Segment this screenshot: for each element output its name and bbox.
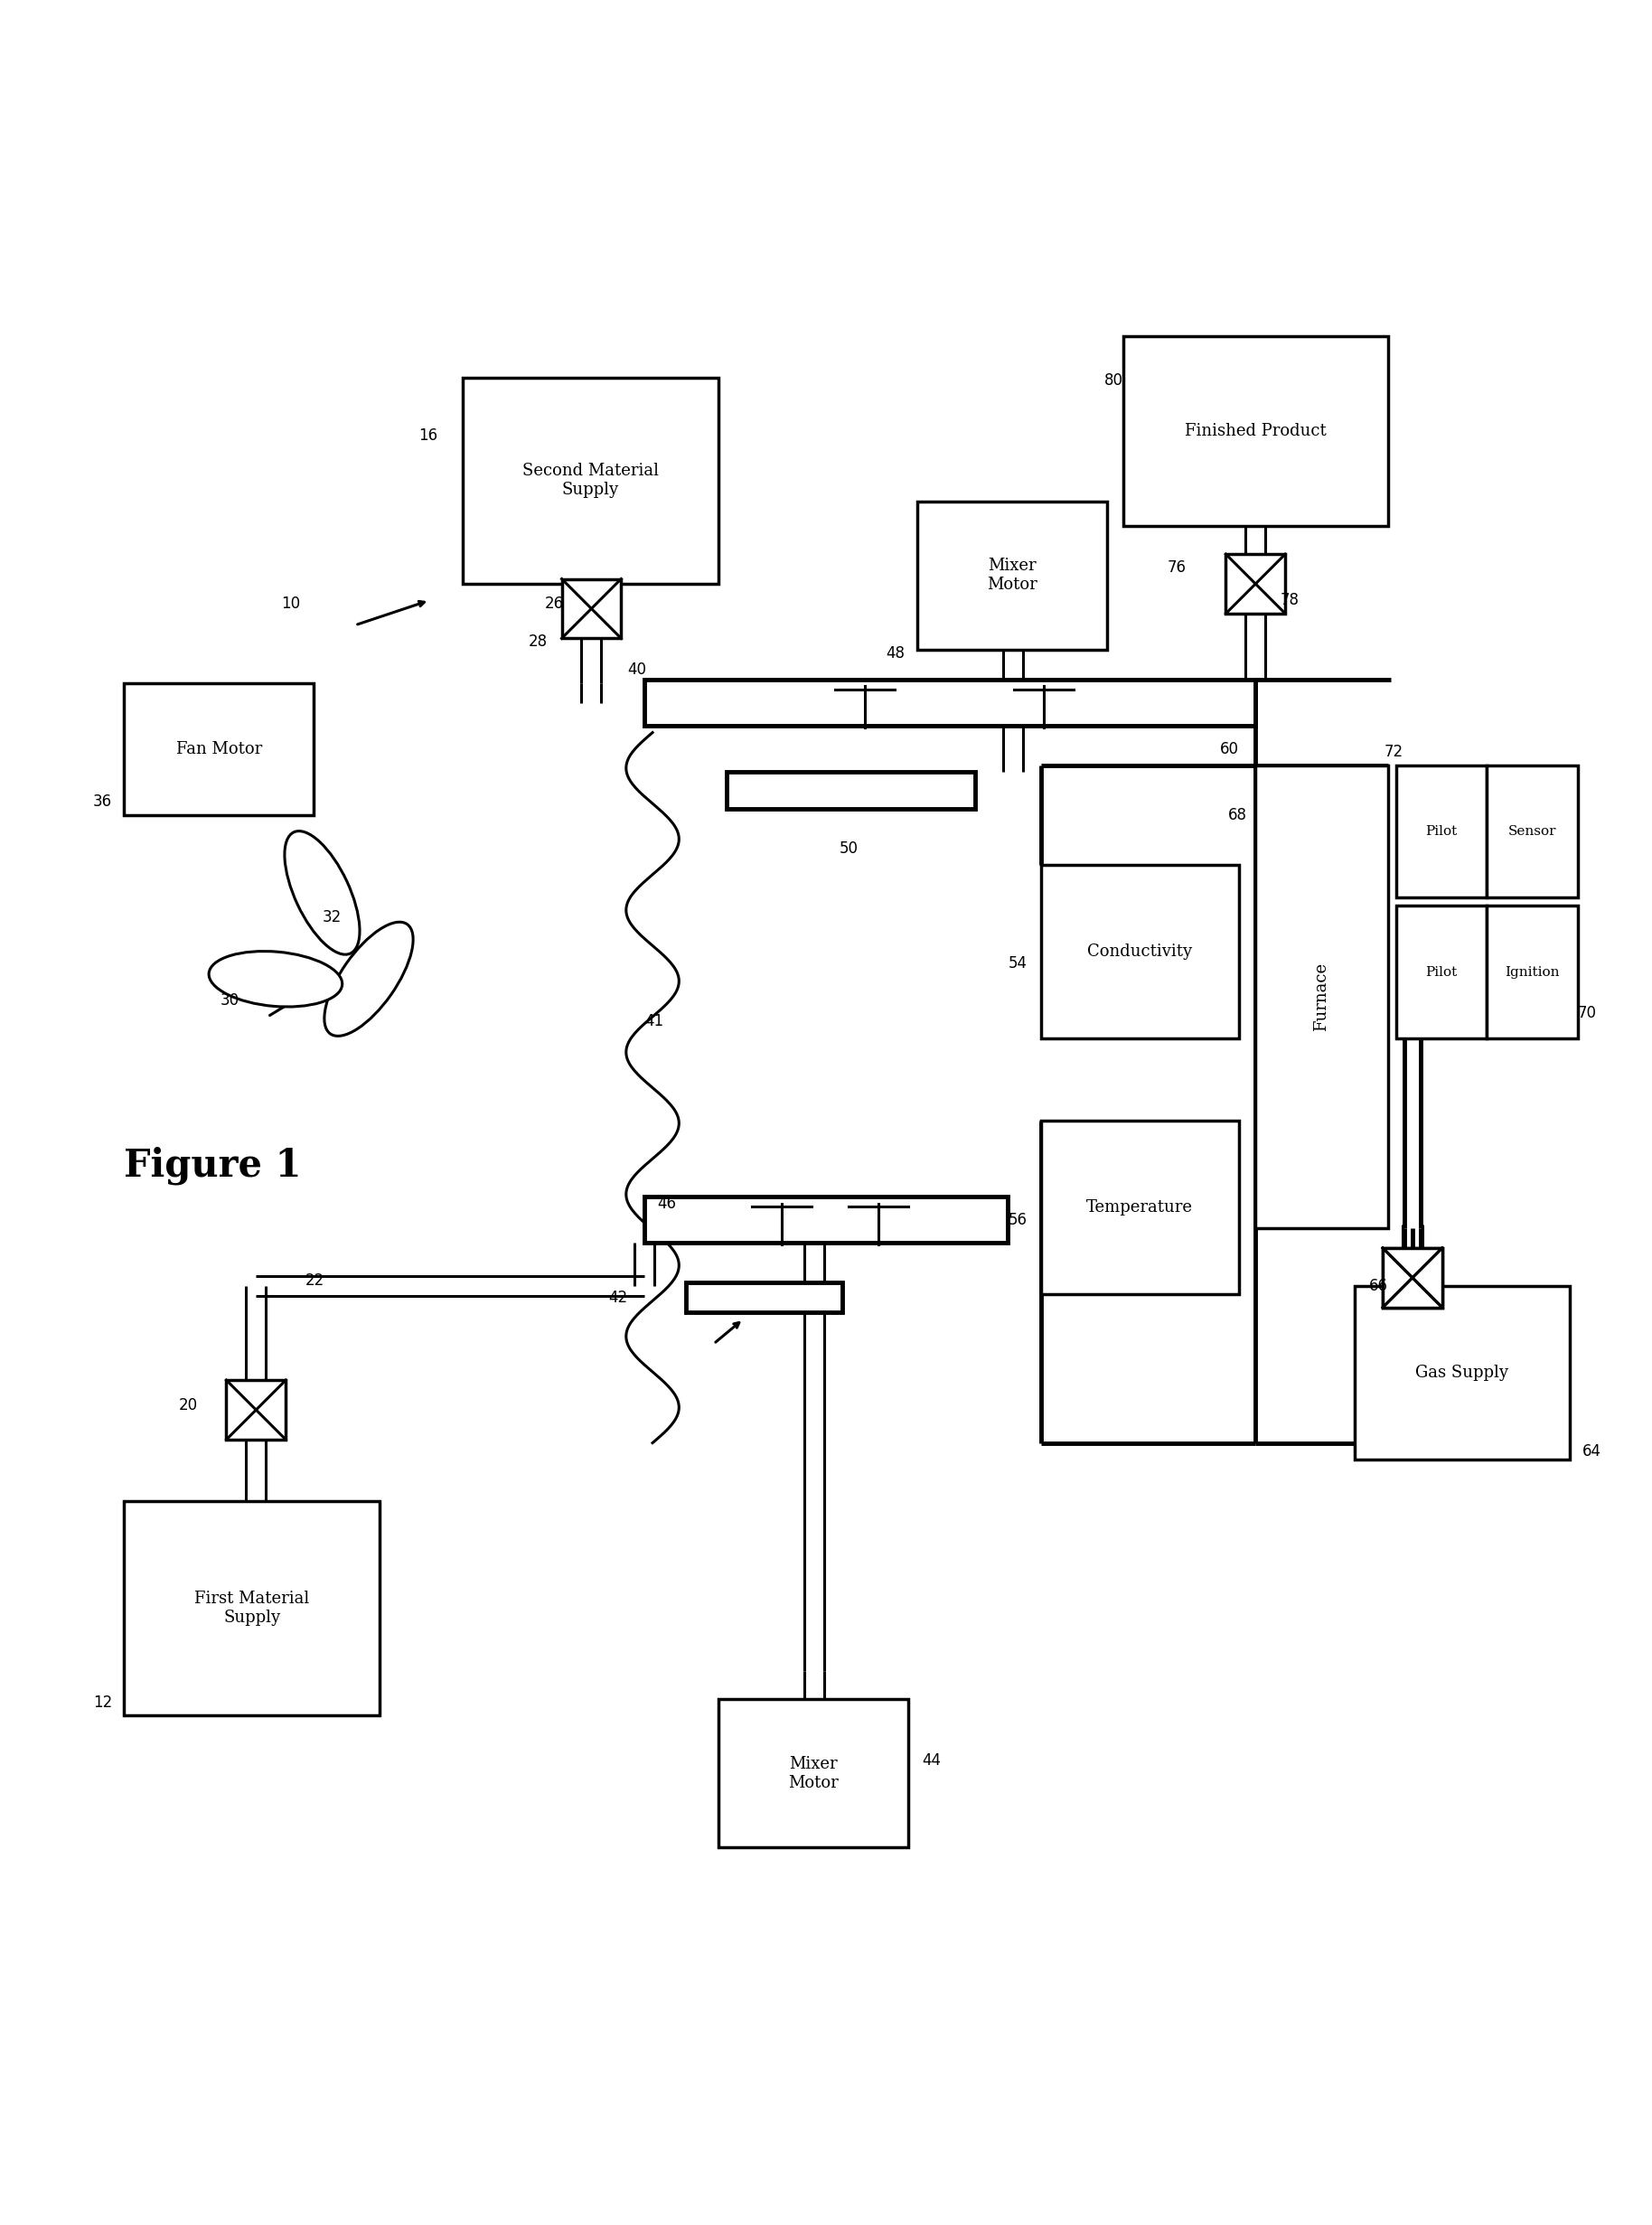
- Bar: [226, 1380, 286, 1440]
- Text: 78: 78: [1280, 592, 1298, 607]
- Text: 80: 80: [1105, 372, 1123, 389]
- Text: 76: 76: [1168, 558, 1186, 576]
- Text: Gas Supply: Gas Supply: [1416, 1364, 1508, 1382]
- Bar: [463, 378, 719, 583]
- Text: 56: 56: [1009, 1213, 1028, 1228]
- Text: 46: 46: [657, 1195, 676, 1210]
- Bar: [1487, 906, 1578, 1039]
- Ellipse shape: [208, 952, 342, 1006]
- Bar: [1041, 866, 1239, 1039]
- Text: 54: 54: [1009, 957, 1028, 972]
- Bar: [1226, 554, 1285, 614]
- Bar: [1487, 765, 1578, 897]
- Text: 12: 12: [93, 1693, 112, 1711]
- Text: 28: 28: [529, 634, 548, 650]
- Text: 41: 41: [644, 1015, 664, 1030]
- Bar: [1355, 1286, 1569, 1460]
- Text: 44: 44: [922, 1751, 940, 1769]
- Bar: [719, 1700, 909, 1847]
- Text: 10: 10: [281, 596, 301, 612]
- Text: Second Material
Supply: Second Material Supply: [522, 463, 659, 498]
- Bar: [727, 772, 975, 808]
- Text: Figure 1: Figure 1: [124, 1146, 301, 1184]
- Bar: [644, 679, 1256, 725]
- Text: 68: 68: [1229, 808, 1247, 823]
- Text: Fan Motor: Fan Motor: [175, 741, 263, 756]
- Text: 60: 60: [1221, 741, 1239, 756]
- Text: 40: 40: [628, 661, 646, 679]
- Text: 50: 50: [839, 841, 857, 857]
- Text: 26: 26: [545, 596, 565, 612]
- Text: 66: 66: [1370, 1277, 1388, 1295]
- Text: 48: 48: [887, 645, 905, 661]
- Text: 22: 22: [306, 1273, 325, 1288]
- Text: 72: 72: [1384, 743, 1404, 761]
- Bar: [686, 1282, 843, 1313]
- Bar: [1396, 906, 1487, 1039]
- Text: 64: 64: [1583, 1444, 1601, 1460]
- Bar: [124, 683, 314, 814]
- Text: Sensor: Sensor: [1508, 825, 1556, 839]
- Text: 70: 70: [1578, 1006, 1596, 1021]
- Text: 42: 42: [608, 1290, 628, 1306]
- Bar: [917, 501, 1107, 650]
- Bar: [124, 1500, 380, 1715]
- Bar: [1123, 336, 1388, 525]
- Bar: [1396, 765, 1487, 897]
- Text: Mixer
Motor: Mixer Motor: [986, 558, 1037, 594]
- Bar: [562, 578, 621, 639]
- Bar: [1383, 1248, 1442, 1308]
- Ellipse shape: [284, 832, 360, 955]
- Text: 16: 16: [418, 427, 438, 443]
- Ellipse shape: [324, 921, 413, 1037]
- Text: Pilot: Pilot: [1426, 825, 1457, 839]
- Text: Furnace: Furnace: [1313, 963, 1330, 1030]
- Bar: [1256, 765, 1388, 1228]
- Text: Ignition: Ignition: [1505, 966, 1559, 979]
- Text: 30: 30: [220, 992, 240, 1008]
- Bar: [1383, 1248, 1442, 1308]
- Text: Pilot: Pilot: [1426, 966, 1457, 979]
- Bar: [644, 1197, 1008, 1244]
- Text: Conductivity: Conductivity: [1087, 943, 1193, 959]
- Text: Temperature: Temperature: [1087, 1199, 1193, 1215]
- Text: 20: 20: [178, 1397, 198, 1413]
- Text: Finished Product: Finished Product: [1184, 423, 1327, 438]
- Text: 36: 36: [93, 794, 112, 810]
- Text: Mixer
Motor: Mixer Motor: [788, 1756, 839, 1791]
- Text: 32: 32: [322, 910, 342, 926]
- Text: First Material
Supply: First Material Supply: [195, 1591, 309, 1626]
- Bar: [1041, 1121, 1239, 1295]
